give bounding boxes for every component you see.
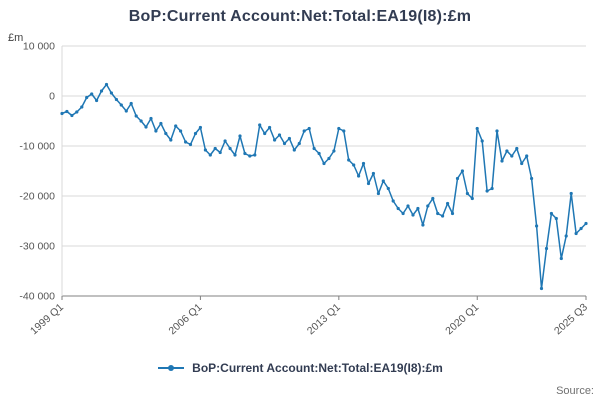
y-gridlines [62, 45, 586, 297]
y-axis-unit-label: £m [8, 32, 24, 44]
series-line [61, 83, 587, 290]
legend: BoP:Current Account:Net:Total:EA19(I8):£… [0, 361, 600, 375]
svg-text:-40 000: -40 000 [19, 291, 55, 303]
data-point-markers [60, 82, 588, 291]
y-tick-labels: 10 000 0 -10 000 -20 000 -30 000 -40 000 [19, 41, 55, 303]
svg-text:1999 Q1: 1999 Q1 [28, 301, 66, 337]
svg-text:2020 Q1: 2020 Q1 [443, 301, 481, 337]
svg-text:-20 000: -20 000 [19, 191, 55, 203]
source-label: Source: [556, 385, 594, 397]
legend-label: BoP:Current Account:Net:Total:EA19(I8):£… [192, 361, 443, 375]
svg-text:0: 0 [49, 91, 55, 103]
x-tick-labels: 1999 Q1 2006 Q1 2013 Q1 2020 Q1 2025 Q3 [28, 301, 590, 337]
x-tick-marks [61, 296, 587, 300]
legend-line-marker-icon [158, 365, 185, 371]
svg-text:-10 000: -10 000 [19, 141, 55, 153]
svg-text:2025 Q3: 2025 Q3 [552, 301, 590, 337]
svg-text:2006 Q1: 2006 Q1 [166, 301, 204, 337]
chart-title: BoP:Current Account:Net:Total:EA19(I8):£… [128, 8, 472, 25]
svg-text:2013 Q1: 2013 Q1 [305, 301, 343, 337]
svg-text:-30 000: -30 000 [19, 241, 55, 253]
svg-text:10 000: 10 000 [23, 41, 55, 53]
